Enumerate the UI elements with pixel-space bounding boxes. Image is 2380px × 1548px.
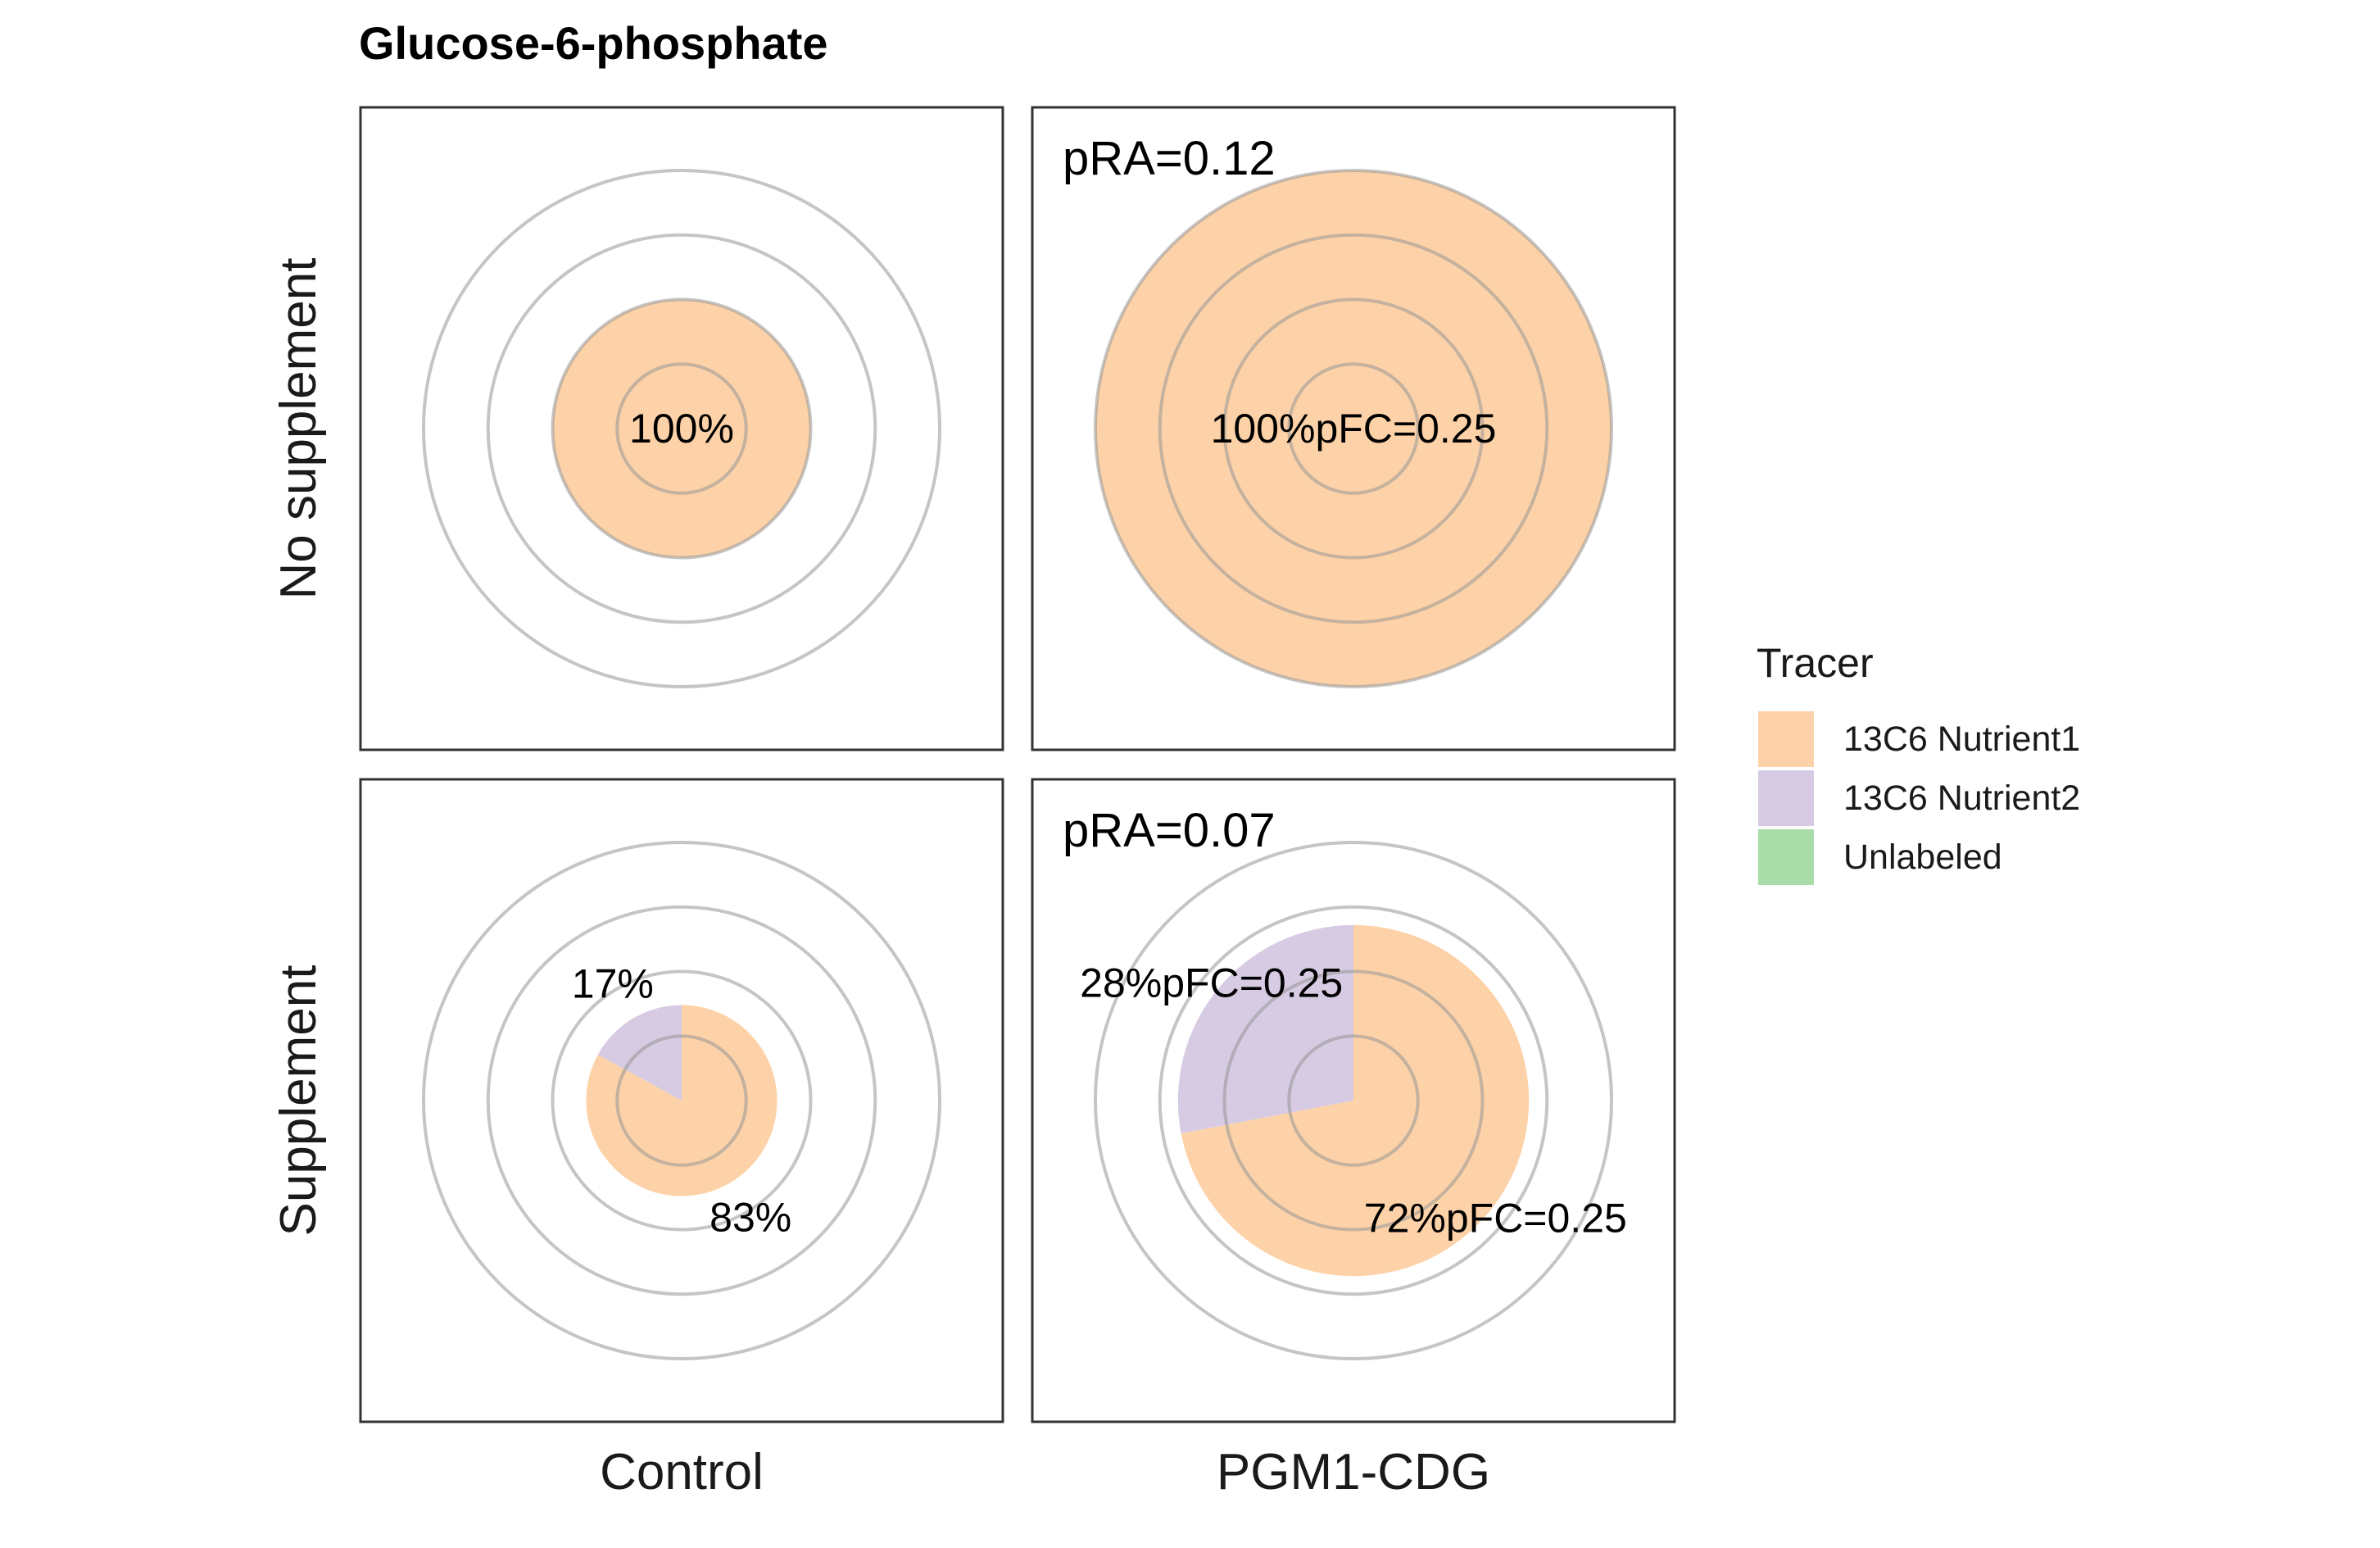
- panel-border: [1031, 106, 1676, 751]
- facet-panels: 100% 100%pFC=0.25 pRA=0.12 17% 83% 28%pFC=0.2…: [359, 106, 1676, 1423]
- legend-title: Tracer: [1757, 640, 1874, 686]
- pie-slice-13c6-nutrient1: [1181, 924, 1530, 1277]
- ring-line-3: [486, 233, 877, 624]
- data-label-13c6-nutrient1: 100%: [629, 406, 734, 452]
- facet-strip-labels: Control PGM1-CDG No supplement Supplement: [270, 257, 1490, 1500]
- ring-line-3: [486, 905, 877, 1296]
- ring-line-2: [1222, 297, 1485, 560]
- data-label-13c6-nutrient1: 100%pFC=0.25: [1211, 406, 1497, 452]
- annotation-pra: pRA=0.12: [1063, 132, 1276, 185]
- legend-label-13c6-nutrient2: 13C6 Nutrient2: [1843, 779, 2080, 818]
- ring-line-2: [551, 969, 813, 1232]
- ring-line-4: [422, 169, 941, 688]
- data-label-13c6-nutrient1: 83%: [709, 1194, 791, 1240]
- strip-label-no-supplement: No supplement: [270, 257, 327, 599]
- legend-label-unlabeled: Unlabeled: [1843, 838, 2002, 877]
- ring-line-4: [422, 841, 941, 1360]
- annotation-pra: pRA=0.07: [1063, 804, 1276, 857]
- legend: Tracer 13C6 Nutrient1 13C6 Nutrient2 Unlab…: [1757, 640, 2080, 885]
- ring-line-1: [1287, 1034, 1420, 1167]
- legend-key-13c6-nutrient2: [1758, 770, 1814, 826]
- data-label-13c6-nutrient2: 17%: [572, 961, 654, 1007]
- legend-key-unlabeled: [1758, 829, 1814, 885]
- ring-line-2: [551, 297, 813, 560]
- ring-line-4: [1094, 169, 1613, 688]
- strip-label-control: Control: [600, 1444, 764, 1500]
- panel-no-supplement-pgm1-cdg: 100%pFC=0.25 pRA=0.12: [1031, 106, 1676, 751]
- legend-key-13c6-nutrient1: [1758, 711, 1814, 767]
- strip-label-supplement: Supplement: [270, 965, 327, 1237]
- ring-line-3: [1158, 233, 1549, 624]
- ring-line-1: [1287, 362, 1420, 495]
- panel-border: [1031, 778, 1676, 1423]
- pie-slice-13c6-nutrient2: [1177, 924, 1353, 1134]
- panel-border: [359, 778, 1004, 1423]
- pie-slice-13c6-nutrient1: [552, 299, 811, 558]
- panel-no-supplement-control: 100%: [359, 106, 1004, 751]
- data-label-13c6-nutrient1: 72%pFC=0.25: [1364, 1195, 1627, 1241]
- ring-line-1: [615, 1034, 748, 1167]
- legend-label-13c6-nutrient1: 13C6 Nutrient1: [1843, 720, 2080, 759]
- pie-slice-13c6-nutrient1: [1095, 170, 1612, 687]
- ring-line-4: [1094, 841, 1613, 1360]
- strip-label-pgm1-cdg: PGM1-CDG: [1217, 1444, 1490, 1500]
- ring-line-1: [615, 362, 748, 495]
- panel-border: [359, 106, 1004, 751]
- data-label-13c6-nutrient2: 28%pFC=0.25: [1080, 960, 1343, 1006]
- ring-line-3: [1158, 905, 1549, 1296]
- ring-line-2: [1222, 969, 1485, 1232]
- chart-title: Glucose-6-phosphate: [359, 17, 828, 69]
- panel-supplement-pgm1-cdg: 28%pFC=0.25 72%pFC=0.25 pRA=0.07: [1031, 778, 1676, 1423]
- panel-supplement-control: 17% 83%: [359, 778, 1004, 1423]
